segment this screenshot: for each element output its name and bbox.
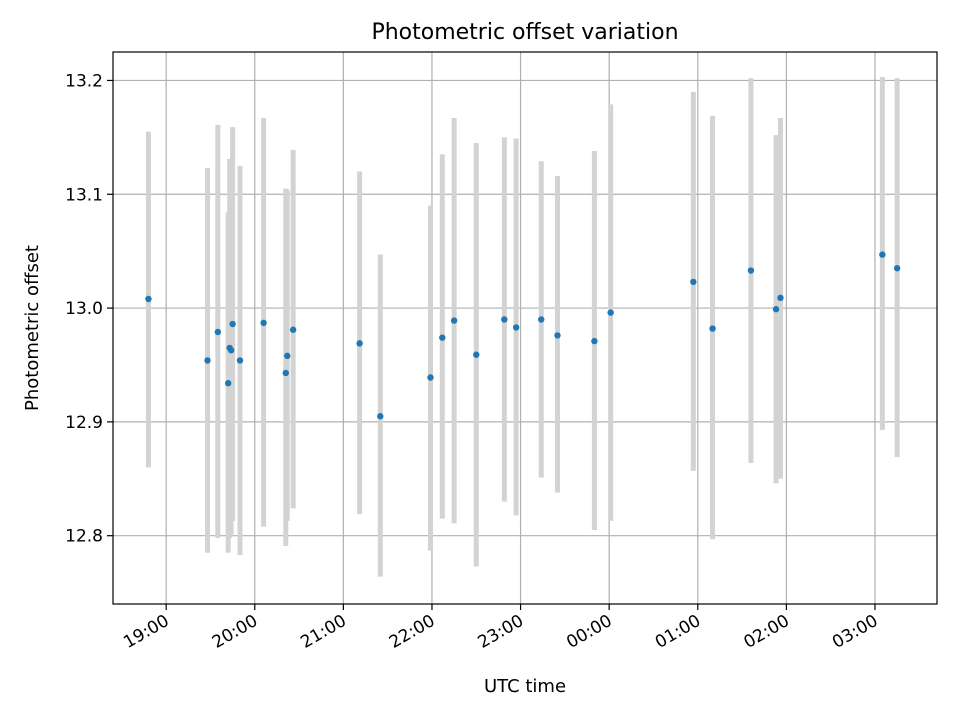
y-tick-label: 13.2 [65, 71, 103, 91]
y-tick-label: 13.0 [65, 299, 103, 319]
data-point [607, 309, 614, 316]
y-tick-label: 13.1 [65, 185, 103, 205]
data-point [427, 374, 434, 381]
data-point [377, 413, 384, 420]
data-point [772, 306, 780, 313]
data-point [282, 369, 289, 377]
data-point [260, 319, 267, 327]
data-point [473, 351, 480, 358]
data-point [204, 357, 211, 364]
data-point [893, 265, 901, 272]
data-point [690, 278, 697, 286]
data-point [229, 320, 236, 328]
data-point [879, 251, 886, 258]
data-point [284, 352, 291, 360]
data-point [501, 316, 508, 323]
data-point [777, 294, 784, 302]
data-point [289, 326, 297, 333]
y-axis-label: Photometric offset [22, 245, 43, 411]
data-point [512, 324, 520, 331]
y-tick-label: 12.8 [65, 527, 103, 547]
marker-layer [145, 251, 901, 420]
data-point [538, 316, 545, 323]
data-point [356, 340, 363, 347]
data-point [227, 346, 235, 354]
y-tick-label: 12.9 [65, 413, 103, 433]
data-point [145, 295, 152, 303]
data-point [439, 334, 446, 341]
data-point [450, 317, 458, 324]
data-point [747, 267, 755, 274]
data-point [236, 357, 244, 364]
data-point [554, 332, 561, 339]
data-point [709, 325, 716, 332]
data-point [591, 337, 598, 345]
data-point [224, 380, 232, 387]
data-point [214, 328, 222, 336]
chart-title: Photometric offset variation [371, 20, 678, 45]
plot-frame [112, 51, 938, 605]
x-axis-label: UTC time [484, 676, 566, 697]
